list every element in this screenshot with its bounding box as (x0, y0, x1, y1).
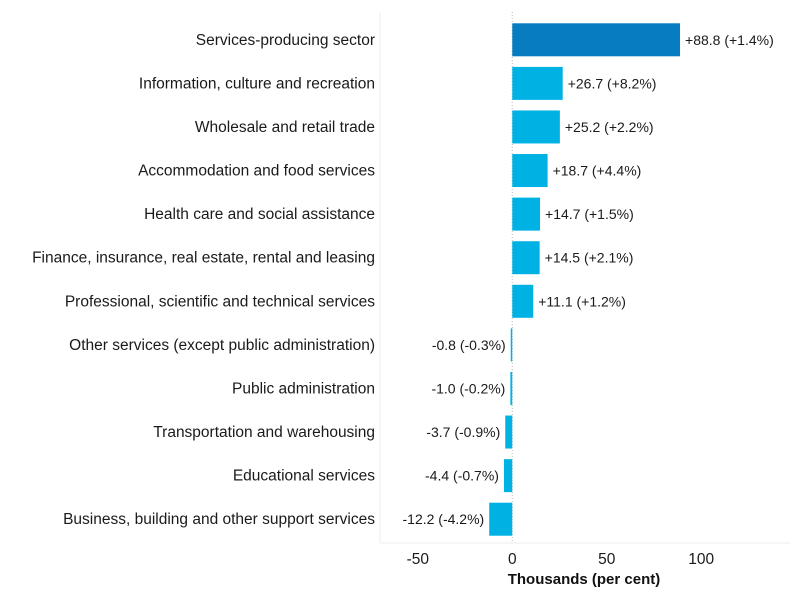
bar-group: Public administration -1.0 (-0.2%) (232, 371, 513, 405)
bar-group: Educational services -4.4 (-0.7%) (233, 459, 513, 493)
category-label: Public administration (232, 380, 375, 397)
bar (512, 154, 548, 188)
bar-group: Services-producing sector +88.8 (+1.4%) (196, 23, 774, 57)
x-axis-ticks: -50 0 50 100 (407, 551, 715, 568)
data-label: +88.8 (+1.4%) (685, 32, 774, 48)
bar (512, 241, 540, 275)
bars: Services-producing sector +88.8 (+1.4%) In… (32, 23, 774, 536)
plot-frame (379, 12, 790, 544)
x-axis-label: Thousands (per cent) (508, 571, 661, 588)
bar (512, 23, 681, 57)
bar (512, 197, 541, 231)
x-tick-label: -50 (407, 551, 430, 568)
data-label: -0.8 (-0.3%) (432, 337, 506, 353)
data-label: +25.2 (+2.2%) (565, 119, 654, 135)
bar-group: Finance, insurance, real estate, rental … (32, 241, 634, 275)
category-label: Professional, scientific and technical s… (65, 293, 375, 310)
data-label: -12.2 (-4.2%) (403, 511, 485, 527)
bar (503, 459, 513, 493)
bar (489, 502, 513, 536)
bar (505, 415, 513, 449)
bar-group: Information, culture and recreation +26.7… (139, 66, 657, 100)
data-label: +11.1 (+1.2%) (538, 293, 626, 309)
bar (510, 328, 513, 362)
category-label: Business, building and other support ser… (63, 511, 375, 528)
data-label: +18.7 (+4.4%) (553, 163, 642, 179)
category-label: Educational services (233, 468, 375, 485)
bar-group: Other services (except public administra… (69, 328, 513, 362)
category-label: Services-producing sector (196, 32, 375, 49)
bar-group: Transportation and warehousing -3.7 (-0.9… (153, 415, 513, 449)
x-tick-label: 0 (508, 551, 517, 568)
data-label: -4.4 (-0.7%) (425, 468, 499, 484)
bar (510, 371, 513, 405)
bar (512, 66, 563, 100)
bar-group: Business, building and other support ser… (63, 502, 513, 536)
bar-group: Health care and social assistance +14.7 (… (144, 197, 634, 231)
category-label: Health care and social assistance (144, 206, 375, 223)
category-label: Transportation and warehousing (153, 424, 375, 441)
data-label: +26.7 (+8.2%) (568, 75, 657, 91)
bar-group: Accommodation and food services +18.7 (+4… (138, 154, 642, 188)
bar (512, 110, 560, 144)
category-label: Accommodation and food services (138, 163, 375, 180)
bar (512, 284, 534, 318)
data-label: -1.0 (-0.2%) (431, 380, 505, 396)
category-label: Finance, insurance, real estate, rental … (32, 250, 375, 267)
data-label: +14.5 (+2.1%) (545, 250, 634, 266)
bar-group: Wholesale and retail trade +25.2 (+2.2%) (195, 110, 654, 144)
category-label: Wholesale and retail trade (195, 119, 375, 136)
x-tick-label: 50 (598, 551, 616, 568)
data-label: +14.7 (+1.5%) (545, 206, 634, 222)
x-tick-label: 100 (688, 551, 714, 568)
bar-group: Professional, scientific and technical s… (65, 284, 626, 318)
category-label: Other services (except public administra… (69, 337, 375, 354)
data-label: -3.7 (-0.9%) (426, 424, 500, 440)
category-label: Information, culture and recreation (139, 75, 375, 92)
